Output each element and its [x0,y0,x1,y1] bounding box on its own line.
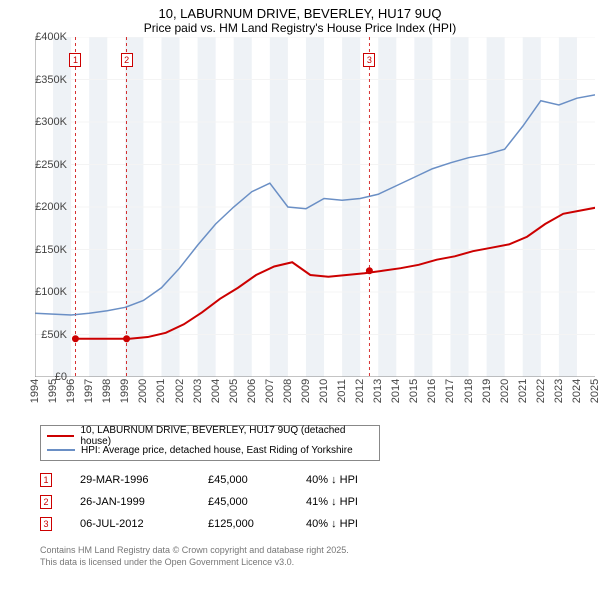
y-axis-label: £100K [35,286,67,298]
x-axis-label: 2016 [426,379,438,403]
sale-date: 26-JAN-1999 [80,496,180,508]
y-axis-label: £350K [35,74,67,86]
legend-swatch-hpi [47,449,75,451]
sale-date: 29-MAR-1996 [80,474,180,486]
footer-line: Contains HM Land Registry data © Crown c… [40,545,600,557]
x-axis-label: 2012 [354,379,366,403]
sale-date: 06-JUL-2012 [80,518,180,530]
legend: 10, LABURNUM DRIVE, BEVERLEY, HU17 9UQ (… [40,425,380,461]
x-axis-label: 2013 [372,379,384,403]
x-axis-label: 2009 [300,379,312,403]
chart-marker: 1 [69,53,81,67]
sale-diff: 40% ↓ HPI [306,474,386,486]
x-axis-label: 2005 [228,379,240,403]
x-axis-label: 2017 [444,379,456,403]
x-axis-label: 2001 [155,379,167,403]
footer-line: This data is licensed under the Open Gov… [40,557,600,569]
x-axis-label: 2010 [318,379,330,403]
x-axis-label: 1997 [83,379,95,403]
table-row: 3 06-JUL-2012 £125,000 40% ↓ HPI [40,513,600,535]
y-axis-label: £150K [35,244,67,256]
x-axis-label: 2007 [264,379,276,403]
x-axis-label: 2003 [192,379,204,403]
x-axis-label: 2025 [589,379,600,403]
x-axis-label: 2008 [282,379,294,403]
chart-svg [35,37,595,377]
chart-marker: 3 [363,53,375,67]
x-axis-label: 2020 [499,379,511,403]
sale-price: £45,000 [208,474,278,486]
chart-title: 10, LABURNUM DRIVE, BEVERLEY, HU17 9UQ [0,6,600,21]
table-row: 2 26-JAN-1999 £45,000 41% ↓ HPI [40,491,600,513]
y-axis-label: £200K [35,201,67,213]
x-axis-label: 1998 [101,379,113,403]
sale-marker: 1 [40,473,52,487]
x-axis-label: 2006 [246,379,258,403]
legend-row: 10, LABURNUM DRIVE, BEVERLEY, HU17 9UQ (… [47,429,373,443]
x-axis-label: 2024 [571,379,583,403]
x-axis-label: 2004 [210,379,222,403]
sale-diff: 41% ↓ HPI [306,496,386,508]
x-axis-label: 2000 [137,379,149,403]
legend-swatch-property [47,435,74,437]
sale-price: £45,000 [208,496,278,508]
x-axis-label: 1994 [29,379,41,403]
sale-diff: 40% ↓ HPI [306,518,386,530]
x-axis-label: 2018 [463,379,475,403]
x-axis-label: 1996 [65,379,77,403]
title-area: 10, LABURNUM DRIVE, BEVERLEY, HU17 9UQ P… [0,0,600,37]
x-axis-label: 1995 [47,379,59,403]
sale-marker: 2 [40,495,52,509]
y-axis-label: £50K [41,329,67,341]
x-axis-label: 2014 [390,379,402,403]
x-axis-label: 2015 [408,379,420,403]
chart-area: £0£50K£100K£150K£200K£250K£300K£350K£400… [35,37,595,377]
y-axis-label: £400K [35,31,67,43]
sales-table: 1 29-MAR-1996 £45,000 40% ↓ HPI 2 26-JAN… [40,469,600,535]
chart-container: 10, LABURNUM DRIVE, BEVERLEY, HU17 9UQ P… [0,0,600,590]
sale-price: £125,000 [208,518,278,530]
x-axis-label: 2023 [553,379,565,403]
x-axis-label: 2022 [535,379,547,403]
x-axis-label: 2019 [481,379,493,403]
x-axis-label: 2002 [174,379,186,403]
legend-row: HPI: Average price, detached house, East… [47,443,373,457]
chart-subtitle: Price paid vs. HM Land Registry's House … [0,21,600,35]
sale-marker: 3 [40,517,52,531]
table-row: 1 29-MAR-1996 £45,000 40% ↓ HPI [40,469,600,491]
x-axis-label: 1999 [119,379,131,403]
x-axis-label: 2011 [336,379,348,403]
y-axis-label: £250K [35,159,67,171]
footer: Contains HM Land Registry data © Crown c… [40,545,600,568]
x-axis-label: 2021 [517,379,529,403]
legend-label: HPI: Average price, detached house, East… [81,445,353,456]
chart-marker: 2 [121,53,133,67]
y-axis-label: £300K [35,116,67,128]
